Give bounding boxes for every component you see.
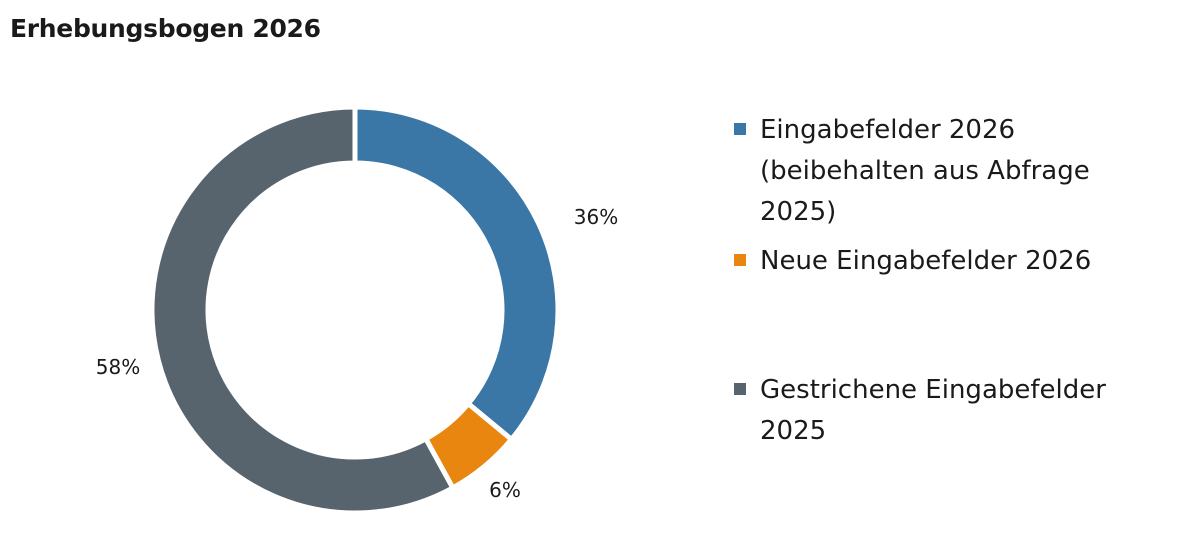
legend-swatch-gray xyxy=(734,383,746,395)
data-label: 6% xyxy=(489,478,521,502)
legend-swatch-blue xyxy=(734,123,746,135)
data-label: 36% xyxy=(573,205,619,229)
legend-text: Eingabefelder 2026 xyxy=(760,115,1016,145)
legend-text: Neue Eingabefelder 2026 xyxy=(760,246,1092,276)
chart-title: Erhebungsbogen 2026 xyxy=(10,14,321,43)
legend-text: (beibehalten aus Abfrage xyxy=(760,156,1090,186)
donut-slice xyxy=(149,104,457,516)
legend-text: Gestrichene Eingabefelder xyxy=(760,375,1106,405)
donut-slice xyxy=(352,104,561,443)
legend-text: 2025 xyxy=(760,416,827,446)
legend-swatch-orange xyxy=(734,254,746,266)
data-label: 58% xyxy=(95,355,141,379)
legend-text: 2025) xyxy=(760,197,837,227)
